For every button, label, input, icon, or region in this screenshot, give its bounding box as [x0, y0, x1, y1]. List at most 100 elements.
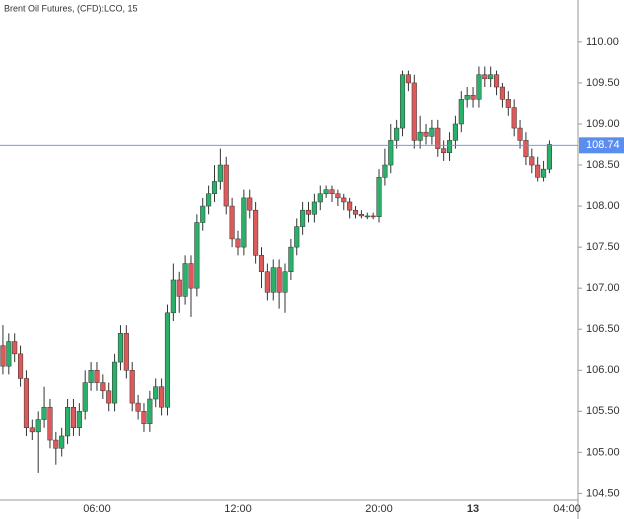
candle-body: [112, 361, 118, 404]
candle-body: [223, 164, 229, 207]
candle-body: [300, 209, 306, 227]
y-tick-label: 108.50: [586, 159, 620, 171]
candle-body: [382, 164, 388, 178]
candle-body: [188, 263, 194, 289]
candle-body: [364, 215, 370, 218]
candle-body: [247, 197, 253, 211]
y-tick-label: 110.00: [586, 36, 619, 48]
candle-body: [12, 341, 18, 355]
candle-body: [541, 168, 547, 178]
candle-body: [276, 267, 282, 293]
candle-body: [470, 94, 476, 100]
candle-body: [352, 209, 359, 215]
candle-body: [305, 209, 312, 215]
y-tick-label: 105.00: [586, 446, 620, 458]
y-tick-label: 107.50: [586, 241, 620, 253]
candle-body: [358, 214, 364, 217]
y-tick-label: 106.50: [586, 323, 620, 335]
candle-body: [82, 382, 88, 412]
candle-body: [294, 226, 300, 248]
candle-body: [129, 370, 135, 404]
candle-body: [546, 144, 552, 170]
candle-body: [147, 398, 153, 424]
candle-body: [88, 370, 94, 383]
candle-body: [229, 205, 235, 240]
candle-body: [235, 238, 241, 248]
candle-body: [94, 370, 100, 383]
candle-body: [511, 107, 517, 129]
candle-body: [323, 189, 329, 195]
x-tick-label: 06:00: [83, 503, 111, 515]
candle-body: [370, 215, 376, 218]
candle-body: [41, 406, 47, 420]
candle-body: [170, 279, 176, 314]
candle-body: [446, 140, 453, 153]
candle-body: [106, 390, 112, 404]
x-tick-label: 12:00: [224, 503, 252, 515]
last-price-box: [579, 137, 624, 154]
candle-body: [211, 181, 218, 195]
candle-body: [29, 427, 35, 433]
candle-body: [123, 333, 129, 371]
candle-body: [194, 222, 200, 289]
candle-body: [253, 209, 259, 256]
candle-body: [388, 140, 394, 166]
candle-body: [47, 406, 53, 441]
candle-body: [200, 205, 206, 223]
candle-body: [341, 197, 347, 203]
candle-body: [488, 74, 494, 80]
candle-body: [441, 148, 447, 153]
candle-body: [59, 435, 65, 449]
y-tick-label: 105.50: [586, 405, 620, 417]
y-tick-label: 109.00: [586, 118, 620, 130]
x-tick-label: 20:00: [365, 503, 393, 515]
candle-body: [6, 341, 12, 367]
candle-body: [65, 406, 71, 437]
candle-body: [476, 74, 482, 100]
y-tick-label: 108.00: [586, 200, 620, 212]
candle-body: [505, 99, 511, 108]
candle-body: [464, 94, 470, 100]
candle-body: [141, 411, 147, 424]
candle-body: [423, 131, 429, 137]
candle-body: [241, 197, 247, 248]
candle-body: [18, 353, 24, 379]
candle-body: [153, 386, 159, 400]
candle-body: [70, 406, 77, 429]
candle-body: [435, 127, 441, 149]
candle-body: [394, 127, 400, 141]
last-price-label: 108.74: [586, 139, 620, 151]
candle-body: [523, 140, 529, 158]
candle-body: [270, 267, 276, 293]
y-tick-label: 109.50: [586, 77, 620, 89]
candle-body: [176, 279, 182, 297]
candle-body: [282, 271, 288, 293]
candle-body: [493, 74, 500, 88]
candle-body: [117, 333, 124, 363]
chart-title: Brent Oil Futures, (CFD):LCO, 15: [4, 3, 138, 13]
candle-body: [264, 271, 270, 293]
candle-body: [411, 82, 417, 141]
y-tick-label: 104.50: [586, 487, 620, 499]
candle-body: [258, 255, 265, 273]
candle-body: [405, 74, 411, 84]
candle-body: [53, 439, 59, 449]
candle-body: [482, 74, 488, 80]
x-tick-label: 13: [467, 503, 479, 515]
candle-body: [317, 193, 323, 203]
y-tick-label: 107.00: [586, 282, 620, 294]
candle-body: [76, 411, 82, 429]
candle-body: [347, 201, 353, 211]
candle-body: [206, 193, 212, 207]
candle-body: [452, 123, 458, 141]
candle-body: [417, 131, 423, 141]
candle-body: [288, 246, 294, 273]
candle-body: [429, 127, 435, 137]
candle-body: [0, 345, 6, 367]
candle-body: [217, 164, 223, 182]
candle-body: [164, 312, 171, 408]
candle-body: [100, 382, 106, 392]
candle-body: [135, 402, 141, 412]
